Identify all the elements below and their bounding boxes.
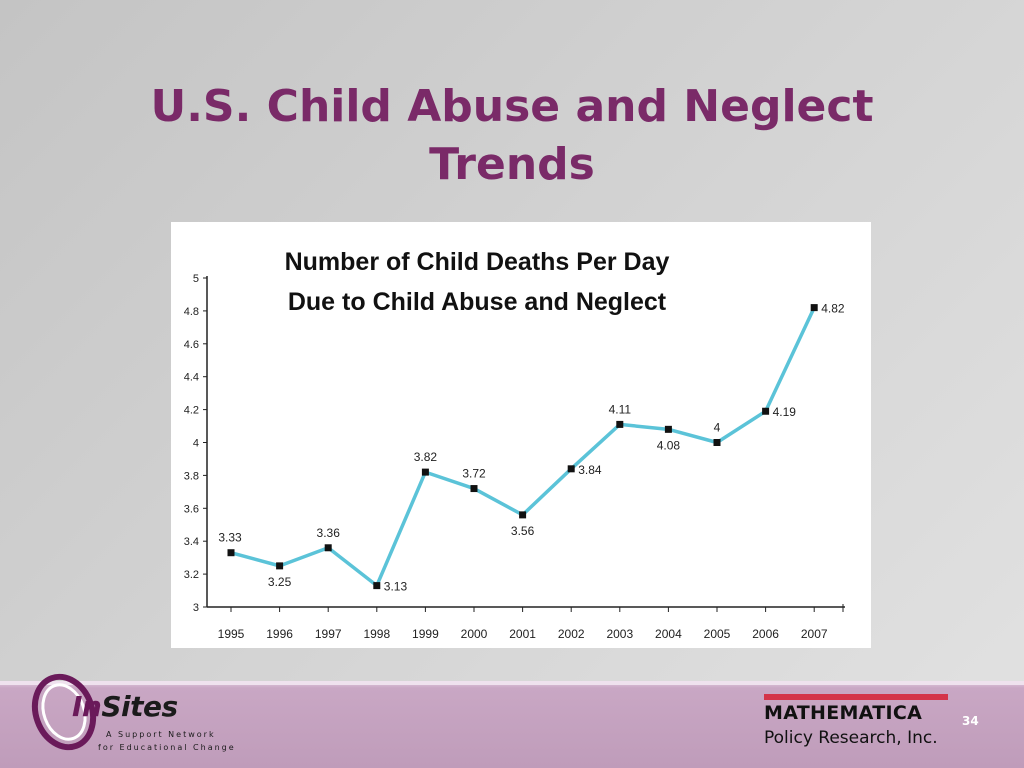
y-tick-label: 3 [193, 602, 199, 614]
y-tick-label: 5 [193, 273, 199, 285]
x-tick-label: 1998 [363, 627, 390, 641]
data-label: 4.82 [821, 302, 845, 316]
series-line [230, 306, 816, 588]
chart-series: 3.33 3.25 3.36 3.13 3.82 3.72 3.56 3.84 4.11 4.08… [218, 302, 845, 594]
data-point-marker [519, 511, 527, 519]
data-label: 3.33 [218, 531, 242, 545]
y-tick-label: 3.8 [184, 470, 199, 482]
page-number: 34 [962, 714, 979, 728]
mathematica-logo: MATHEMATICA Policy Research, Inc. [764, 694, 948, 758]
data-point-marker [276, 562, 284, 570]
data-point-marker [373, 582, 381, 590]
data-label: 3.72 [462, 467, 486, 481]
data-point-marker [470, 485, 478, 493]
x-tick-label: 2007 [801, 627, 828, 641]
slide-title-line2: Trends [429, 139, 595, 190]
data-point-marker [713, 439, 721, 446]
data-label: 4.19 [773, 405, 797, 419]
insites-wordmark-prefix: In [72, 690, 102, 723]
footer-divider [0, 681, 1024, 685]
data-label: 4 [714, 421, 721, 435]
data-point-marker [324, 544, 332, 552]
y-tick-label: 3.6 [184, 503, 199, 515]
mathematica-name: MATHEMATICA [764, 702, 923, 724]
insites-wordmark-suffix: Sites [101, 690, 178, 723]
x-tick-label: 1996 [266, 627, 293, 641]
x-tick-label: 2004 [655, 627, 682, 641]
y-tick-label: 4 [193, 438, 199, 450]
insites-swoosh-icon [31, 673, 97, 751]
x-tick-label: 2006 [752, 627, 779, 641]
data-label: 4.08 [657, 438, 681, 452]
data-label: 3.25 [268, 575, 292, 589]
chart-panel: Number of Child Deaths Per Day Due to Ch… [171, 222, 871, 648]
y-tick-label: 4.6 [184, 339, 199, 351]
data-label: 3.36 [317, 526, 341, 540]
insites-tagline: A Support Network for Educational Change [98, 728, 236, 754]
insites-wordmark: InSites [72, 690, 178, 723]
x-tick-label: 2000 [461, 627, 488, 641]
x-tick-label: 2001 [509, 627, 536, 641]
data-point-marker [762, 407, 770, 415]
data-label: 3.56 [511, 524, 535, 538]
y-tick-label: 4.2 [184, 405, 199, 417]
y-tick-label: 4.4 [184, 372, 199, 384]
x-tick-label: 2005 [704, 627, 731, 641]
data-point-marker [664, 425, 672, 433]
line-chart: Number of Child Deaths Per Day Due to Ch… [184, 248, 845, 641]
slide-title-line1: U.S. Child Abuse and Neglect [150, 81, 874, 132]
insites-logo: InSites A Support Network for Educationa… [30, 668, 234, 764]
insites-tagline-line2: for Educational Change [98, 743, 236, 752]
x-tick-label: 1997 [315, 627, 342, 641]
data-label: 4.11 [609, 402, 632, 416]
chart-title-line2: Due to Child Abuse and Neglect [288, 288, 667, 316]
chart-title-line1: Number of Child Deaths Per Day [285, 248, 670, 276]
insites-tagline-line1: A Support Network [106, 730, 216, 739]
data-point-marker [567, 465, 575, 473]
data-label: 3.13 [384, 580, 408, 594]
data-point-marker [421, 468, 429, 476]
data-label: 3.84 [578, 463, 602, 477]
x-tick-label: 2003 [606, 627, 633, 641]
x-tick-label: 1995 [218, 627, 245, 641]
x-tick-label: 2002 [558, 627, 585, 641]
data-point-marker [810, 304, 818, 312]
data-point-marker [227, 549, 235, 557]
mathematica-subtitle: Policy Research, Inc. [764, 728, 938, 748]
data-point-marker [616, 420, 624, 428]
y-tick-label: 3.4 [184, 536, 199, 548]
slide-title: U.S. Child Abuse and Neglect Trends [0, 78, 1024, 194]
y-tick-label: 4.8 [184, 306, 199, 318]
mathematica-accent-bar [764, 694, 948, 700]
x-tick-label: 1999 [412, 627, 439, 641]
y-tick-label: 3.2 [184, 569, 199, 581]
data-label: 3.82 [414, 450, 438, 464]
